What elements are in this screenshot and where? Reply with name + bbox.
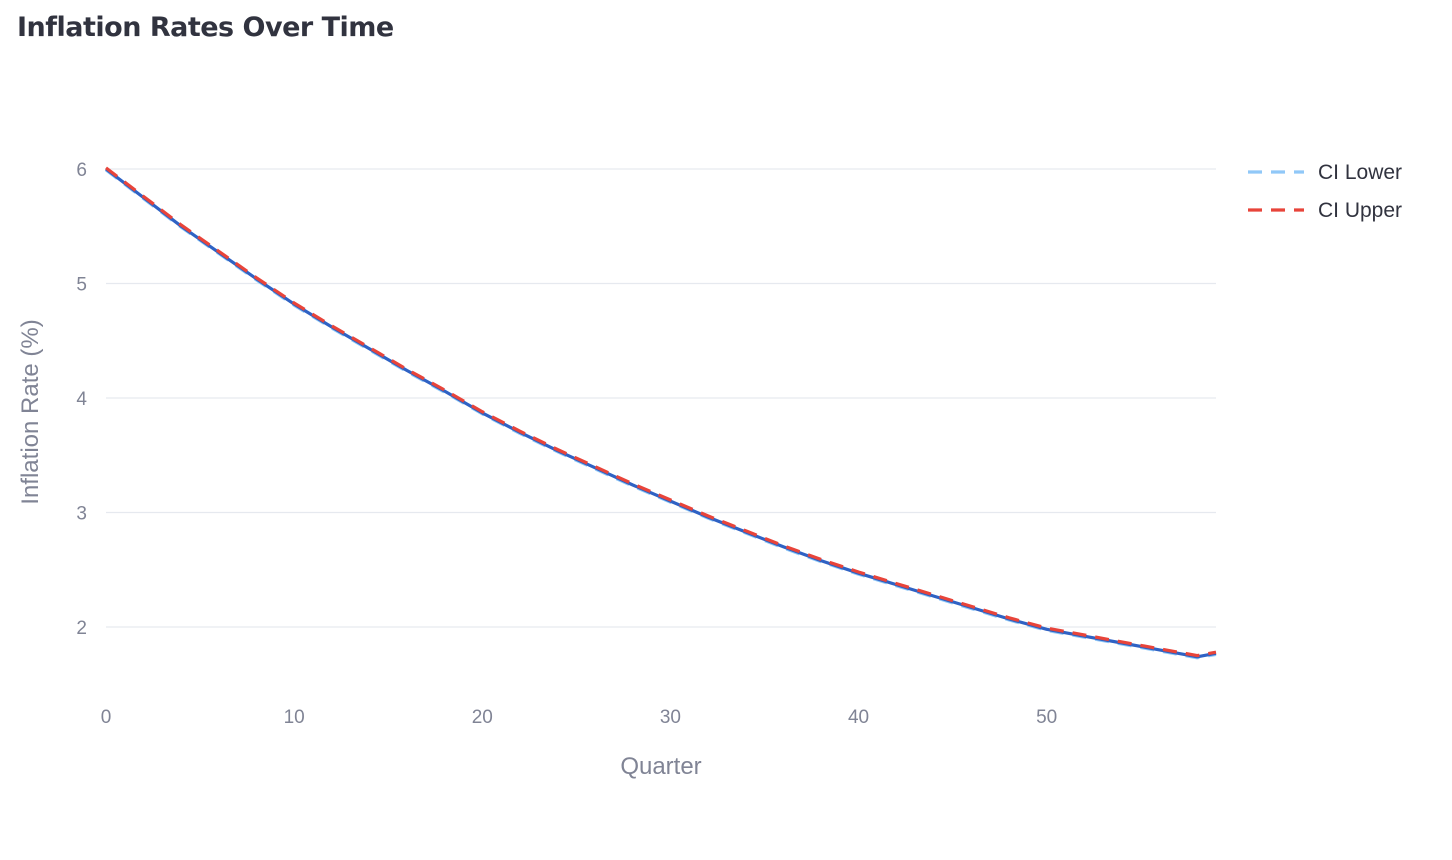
y-tick-label: 6 [76,160,87,181]
y-tick-label: 2 [76,618,87,639]
y-tick-label: 3 [76,504,87,525]
x-tick-label: 30 [660,707,681,728]
x-tick-label: 10 [284,707,305,728]
series-line-ci-upper [105,166,1217,658]
series-line-main [105,167,1217,659]
y-tick-label: 5 [76,275,87,296]
x-axis-title: Quarter [620,753,701,780]
series-line-ci-lower [105,168,1217,660]
legend-item-ci-upper[interactable]: CI Upper [1248,199,1402,222]
x-tick-label: 50 [1036,707,1057,728]
legend-label: CI Lower [1318,161,1402,184]
x-tick-label: 20 [472,707,493,728]
legend-item-ci-lower[interactable]: CI Lower [1248,161,1402,184]
y-tick-label: 4 [76,389,87,410]
legend[interactable]: CI Lower CI Upper [1248,161,1402,222]
series-lines [105,166,1217,660]
y-axis-title: Inflation Rate (%) [17,319,44,504]
legend-label: CI Upper [1318,199,1402,222]
chart-title: Inflation Rates Over Time [17,12,394,43]
x-tick-label: 0 [101,707,112,728]
x-tick-label: 40 [848,707,869,728]
y-axis-ticks: 2 3 4 5 6 [76,160,87,639]
grid-lines [106,168,1216,628]
x-axis-ticks: 0 10 20 30 40 50 [101,707,1058,728]
